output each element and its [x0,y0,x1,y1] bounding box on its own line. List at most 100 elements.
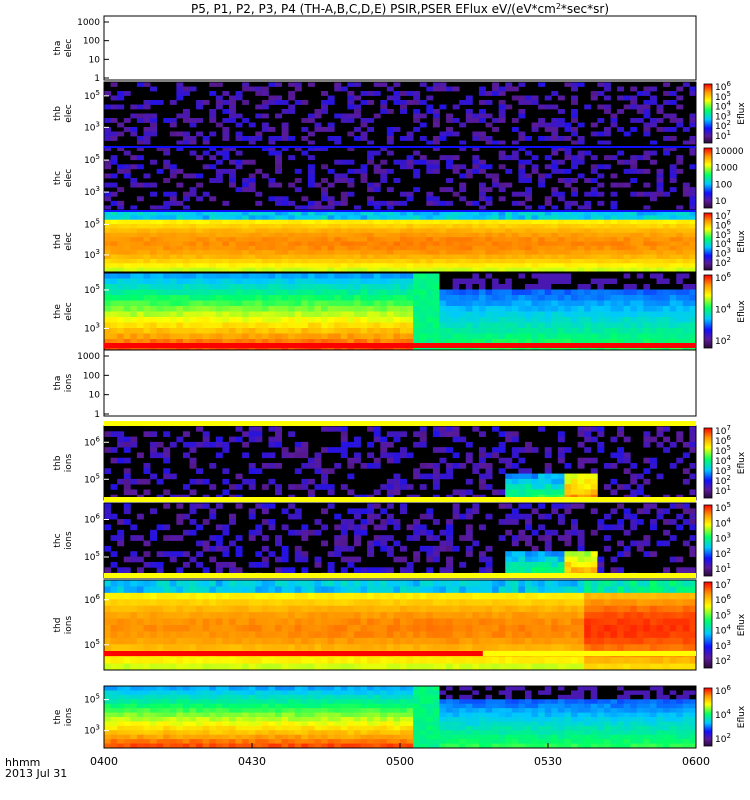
heatmap-cell [228,263,236,269]
heatmap-cell [143,258,151,264]
heatmap-cell [630,478,638,485]
y-tick-label: 100 [83,37,100,47]
heatmap-cell [169,131,177,137]
heatmap-cell [557,196,565,202]
heatmap-cell [288,284,296,290]
heatmap-cell [255,289,263,296]
heatmap-cell [222,561,230,568]
heatmap-cell [169,631,177,639]
heatmap-cell [492,273,500,279]
heatmap-cell [380,200,388,206]
heatmap-cell [472,250,480,255]
heatmap-cell [643,540,651,547]
heatmap-cell [235,254,243,260]
heatmap-cell [360,122,368,128]
heatmap-cell [261,100,269,105]
heatmap-cell [472,339,480,345]
heatmap-cell [307,205,315,211]
heatmap-cell [163,580,171,587]
heatmap-cell [393,263,401,269]
heatmap-cell [307,263,315,269]
heatmap-cell [367,273,375,279]
heatmap-cell [498,232,506,238]
heatmap-cell [557,503,565,509]
heatmap-cell [196,306,204,312]
heatmap-cell [564,489,572,496]
heatmap-cell [682,82,690,87]
heatmap-cell [189,529,197,536]
heatmap-cell [196,637,204,645]
heatmap-cell [498,254,506,260]
heatmap-cell [505,241,513,247]
heatmap-cell [281,278,289,285]
heatmap-cell [189,191,197,197]
heatmap-cell [623,551,631,557]
heatmap-cell [130,625,138,632]
heatmap-cell [584,561,592,568]
heatmap-cell [347,91,355,96]
heatmap-cell [406,100,414,105]
heatmap-cell [104,580,111,587]
heatmap-cell [630,211,638,216]
heatmap-cell [577,245,585,251]
heatmap-cell [584,436,592,443]
heatmap-cell [459,463,467,469]
heatmap-cell [472,228,480,234]
heatmap-cell [386,300,394,307]
heatmap-cell [446,250,454,255]
heatmap-cell [413,232,421,238]
heatmap-cell [472,146,480,151]
heatmap-cell [432,254,440,260]
heatmap-cell [492,140,500,146]
heatmap-cell [557,118,565,123]
heatmap-cell [465,339,473,345]
heatmap-cell [439,529,447,536]
heatmap-cell [452,232,460,238]
heatmap-cell [603,109,611,114]
heatmap-cell [452,426,460,432]
heatmap-cell [485,317,493,323]
heatmap-cell [603,215,611,221]
heatmap-cell [347,232,355,238]
heatmap-cell [367,140,375,146]
heatmap-cell [209,164,217,170]
heatmap-cell [301,295,309,301]
heatmap-cell [538,556,546,563]
heatmap-cell [538,333,546,340]
heatmap-cell [143,540,151,547]
heatmap-cell [169,339,177,345]
heatmap-cell [419,211,427,216]
heatmap-cell [439,295,447,301]
heatmap-cell [380,100,388,105]
heatmap-cell [682,452,690,459]
heatmap-cell [196,478,204,485]
heatmap-cell [367,224,375,229]
heatmap-cell [307,529,315,536]
heatmap-cell [617,263,625,269]
heatmap-cell [169,267,177,273]
heatmap-cell [189,657,197,664]
heatmap-cell [682,300,690,307]
heatmap-cell [413,317,421,323]
heatmap-cell [478,232,486,238]
heatmap-cell [176,535,184,541]
panel-label: thcelec [53,169,74,188]
heatmap-cell [235,503,243,509]
heatmap-cell [538,567,546,574]
heatmap-cell [485,263,493,269]
heatmap-cell [656,173,664,179]
heatmap-cell [242,245,250,251]
heatmap-cell [222,317,230,323]
heatmap-cell [189,631,197,639]
heatmap-cell [334,86,342,92]
heatmap-cell [452,155,460,161]
heatmap-cell [261,127,269,132]
heatmap-cell [426,232,434,238]
heatmap-cell [176,586,184,594]
heatmap-cell [235,211,243,216]
heatmap-cell [169,219,177,225]
heatmap-cell [597,447,605,453]
y-tick-label: 1000 [77,352,100,362]
heatmap-cell [492,173,500,179]
heatmap-cell [156,637,164,645]
